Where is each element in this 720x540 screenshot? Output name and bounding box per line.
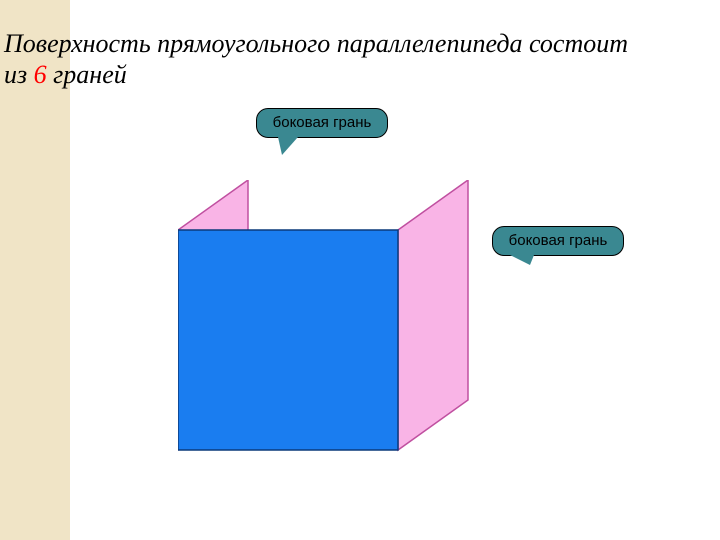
callout-top: боковая грань (256, 108, 388, 138)
title-highlight-number: 6 (34, 60, 47, 89)
slide-title: Поверхность прямоугольного параллелепипе… (4, 28, 644, 90)
callout-top-label: боковая грань (273, 114, 372, 131)
callout-top-pointer (278, 137, 298, 155)
callout-right-label: боковая грань (509, 232, 608, 249)
callout-right-pointer (510, 255, 534, 265)
callout-right: боковая грань (492, 226, 624, 256)
slide: Поверхность прямоугольного параллелепипе… (0, 0, 720, 540)
parallelepiped-diagram (178, 180, 478, 480)
title-part2: граней (47, 60, 127, 89)
diagram-svg (178, 180, 478, 480)
